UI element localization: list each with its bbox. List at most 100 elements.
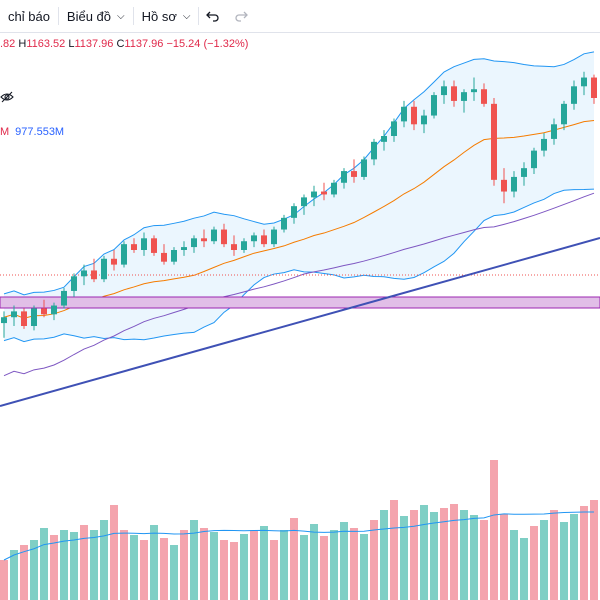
candle-body [51,305,57,315]
candle-body [431,95,437,116]
undo-button[interactable] [199,0,227,32]
volume-bar [300,535,308,600]
ohlc-legend: .82 H1163.52 L1137.96 C1137.96 −15.24 (−… [0,38,248,50]
volume-bar [340,522,348,600]
candle-body [501,179,507,192]
candle-body [271,229,277,245]
candle-body [1,317,7,324]
volume-bar [150,525,158,600]
candle-body [411,106,417,125]
candle-body [281,217,287,230]
volume-bar [20,545,28,600]
redo-button[interactable] [227,0,255,32]
volume-bar [50,535,58,600]
candle-body [91,270,97,280]
volume-bar [110,505,118,600]
candle-body [321,191,327,195]
candle-body [371,141,377,160]
candle-body [341,171,347,183]
volume-bar [30,540,38,600]
candle-body [311,191,317,198]
volume-bar [290,518,298,600]
candle-body [31,308,37,326]
toolbar-divider [57,7,59,25]
candle-body [101,258,107,280]
volume-bar [0,560,8,600]
candle-body [211,229,217,242]
bollinger-band-fill [4,51,594,342]
high-value: 1163.52 [26,38,66,50]
candle-body [291,206,297,218]
volume-bar [430,512,438,600]
volume-bar [360,534,368,600]
volume-bar [260,526,268,600]
redo-icon [235,11,249,22]
volume-bar [540,520,548,600]
volume-bar [100,520,108,600]
undo-icon [206,11,220,22]
volume-bar [210,532,218,600]
volume-bar [270,540,278,600]
candle-body [491,103,497,180]
candle-body [251,235,257,242]
volume-ma-line [3,511,594,561]
volume-bar [160,538,168,600]
volume-bar [310,524,318,600]
candle-body [81,270,87,277]
candle-body [531,150,537,169]
candle-body [331,182,337,195]
high-label: H [18,38,27,50]
chevron-down-icon: ⌵ [117,10,125,22]
volume-legend: M 977.553M [0,126,64,138]
indicators-button[interactable]: chỉ báo [0,0,58,32]
volume-bar [130,535,138,600]
close-label: C [116,38,125,50]
volume-bar [250,530,258,600]
volume-bar [240,534,248,600]
volume-bar [40,528,48,600]
volume-bar [70,532,78,600]
candle-body [391,121,397,136]
volume-bar [80,525,88,600]
volume-bar [190,520,198,600]
candle-body [581,77,587,87]
low-label: L [68,38,75,50]
volume-bar [390,500,398,600]
candle-body [131,244,137,250]
volume-bar [330,530,338,600]
bollinger-upper-line [3,51,595,296]
volume-bar [380,510,388,600]
low-value: 1137.96 [74,38,114,50]
chart-menu-button[interactable]: Biểu đồ ⌵ [59,0,133,32]
volume-bar [460,510,468,600]
volume-bar [120,530,128,600]
candle-body [141,238,147,250]
candle-body [301,197,307,207]
price-chart[interactable] [0,33,600,600]
volume-bar [520,538,528,600]
profile-menu-button[interactable]: Hồ sơ ⌵ [134,0,199,32]
volume-label: M [0,126,10,138]
volume-bar [370,520,378,600]
profile-menu-label: Hồ sơ [141,8,177,24]
eye-hidden-icon[interactable] [0,90,14,104]
candle-body [591,77,597,98]
volume-bar [510,530,518,600]
close-value: 1137.96 [124,38,164,50]
volume-bar [580,506,588,600]
volume-bar [450,504,458,600]
volume-bar [560,522,568,600]
volume-bar [220,540,228,600]
volume-bar [570,514,578,600]
volume-bar [350,528,358,600]
volume-bar [60,530,68,600]
candle-body [481,89,487,104]
support-zone [0,296,600,309]
candle-body [71,276,77,291]
candle-body [111,258,117,265]
indicators-label: chỉ báo [8,8,50,24]
candle-body [541,138,547,151]
volume-bar [490,460,498,600]
candle-body [571,86,577,104]
candle-body [171,250,177,262]
